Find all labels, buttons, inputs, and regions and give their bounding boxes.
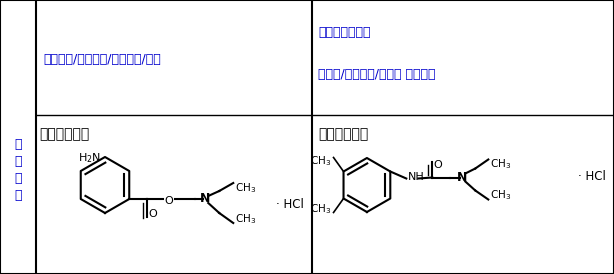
Text: O: O: [433, 159, 442, 170]
Text: 盐酸利多卡因: 盐酸利多卡因: [318, 127, 368, 141]
Text: 结
构
特
点: 结 构 特 点: [14, 138, 21, 202]
Text: 芳酸酯类/芳伯氨基/二乙氨基/叔胺: 芳酸酯类/芳伯氨基/二乙氨基/叔胺: [44, 53, 161, 66]
Text: CH$_3$: CH$_3$: [310, 202, 332, 215]
Text: CH$_3$: CH$_3$: [235, 212, 257, 226]
Text: O: O: [148, 209, 157, 219]
Text: 基（处于间位）: 基（处于间位）: [318, 26, 370, 39]
Text: CH$_3$: CH$_3$: [491, 189, 511, 202]
Text: N: N: [200, 193, 211, 206]
Text: · HCl: · HCl: [276, 198, 304, 210]
Text: · HCl: · HCl: [578, 170, 606, 183]
Text: CH$_3$: CH$_3$: [310, 155, 332, 168]
Text: CH$_3$: CH$_3$: [491, 158, 511, 171]
Text: 酰胺类/二乙氨基/叔胺／ 二甲基苯: 酰胺类/二乙氨基/叔胺／ 二甲基苯: [318, 68, 435, 81]
Text: CH$_3$: CH$_3$: [235, 181, 257, 195]
Text: H$_2$N: H$_2$N: [78, 151, 101, 165]
Text: N: N: [457, 171, 467, 184]
Text: O: O: [165, 196, 173, 206]
Text: 盐酸普鲁卡因: 盐酸普鲁卡因: [40, 127, 90, 141]
Text: NH: NH: [408, 172, 425, 181]
